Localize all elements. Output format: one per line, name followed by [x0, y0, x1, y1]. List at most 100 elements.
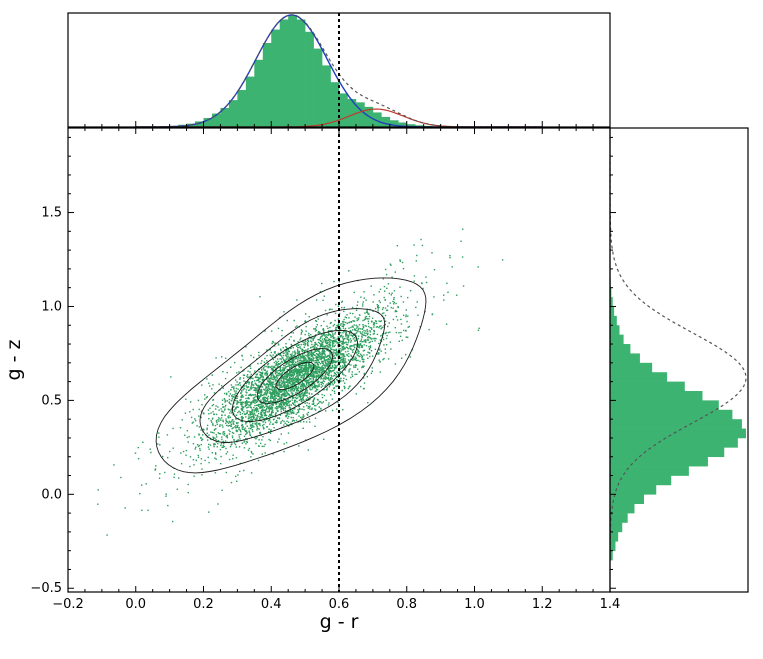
scatter-point — [335, 367, 337, 369]
scatter-point — [239, 470, 241, 473]
scatter-point — [228, 458, 231, 461]
scatter-point — [343, 387, 346, 390]
scatter-point — [267, 407, 270, 410]
scatter-point — [269, 432, 272, 434]
scatter-point — [265, 408, 268, 411]
scatter-point — [272, 404, 274, 406]
scatter-point — [339, 327, 341, 329]
scatter-point — [230, 384, 233, 386]
scatter-point — [367, 330, 369, 332]
scatter-point — [271, 340, 274, 343]
scatter-point — [295, 358, 297, 360]
scatter-point — [331, 364, 334, 367]
scatter-point — [258, 381, 260, 383]
scatter-point — [210, 431, 212, 433]
scatter-point — [433, 296, 435, 298]
scatter-point — [253, 413, 256, 415]
scatter-point — [273, 369, 275, 372]
scatter-point — [317, 386, 319, 388]
scatter-point — [275, 375, 278, 378]
scatter-point — [329, 380, 332, 383]
scatter-point — [314, 341, 317, 344]
scatter-point — [267, 395, 269, 397]
scatter-point — [229, 412, 231, 414]
scatter-point — [310, 352, 312, 354]
scatter-point — [281, 391, 283, 393]
scatter-point — [285, 358, 287, 360]
scatter-point — [290, 422, 292, 425]
scatter-point — [241, 420, 243, 423]
scatter-point — [342, 360, 344, 362]
scatter-point — [233, 396, 235, 398]
scatter-point — [337, 305, 340, 307]
scatter-point — [217, 440, 220, 442]
scatter-point — [298, 383, 300, 385]
scatter-point — [186, 436, 189, 439]
scatter-point — [256, 373, 259, 375]
scatter-point — [320, 373, 323, 375]
scatter-point — [279, 366, 281, 368]
scatter-point — [358, 351, 360, 353]
scatter-point — [290, 354, 293, 356]
scatter-point — [220, 462, 222, 465]
scatter-point — [397, 306, 399, 309]
scatter-point — [294, 400, 296, 402]
scatter-point — [386, 309, 389, 311]
scatter-point — [262, 410, 264, 412]
scatter-point — [421, 282, 423, 285]
scatter-point — [349, 345, 351, 348]
scatter-point — [351, 373, 353, 376]
scatter-point — [215, 413, 218, 416]
scatter-point — [360, 345, 363, 347]
scatter-point — [259, 406, 261, 408]
scatter-point — [344, 369, 346, 371]
scatter-point — [281, 382, 283, 384]
scatter-point — [367, 322, 370, 325]
scatter-point — [324, 362, 327, 364]
scatter-point — [286, 377, 288, 379]
scatter-point — [367, 351, 369, 353]
scatter-point — [190, 416, 193, 419]
scatter-point — [272, 381, 275, 383]
scatter-point — [255, 424, 258, 426]
scatter-point — [425, 281, 428, 284]
scatter-point — [274, 372, 277, 374]
scatter-point — [246, 375, 248, 377]
top-hist-bar — [355, 102, 365, 127]
scatter-point — [309, 373, 311, 376]
scatter-point — [288, 356, 290, 358]
scatter-point — [260, 411, 262, 414]
scatter-point — [286, 319, 288, 322]
scatter-point — [303, 392, 305, 394]
scatter-point — [300, 368, 303, 371]
scatter-point — [275, 391, 277, 393]
scatter-point — [242, 426, 244, 428]
scatter-point — [283, 367, 285, 370]
scatter-point — [342, 380, 344, 382]
scatter-point — [248, 401, 251, 403]
scatter-point — [341, 356, 343, 358]
scatter-point — [371, 355, 374, 357]
scatter-point — [304, 344, 306, 346]
scatter-point — [249, 411, 251, 414]
scatter-point — [394, 271, 396, 273]
right-hist-bar — [610, 287, 612, 298]
scatter-point — [257, 386, 260, 389]
scatter-point — [179, 427, 182, 429]
scatter-point — [292, 408, 294, 410]
scatter-point — [206, 428, 208, 431]
scatter-point — [212, 436, 214, 438]
scatter-point — [356, 327, 358, 329]
scatter-point — [247, 376, 249, 379]
scatter-point — [359, 360, 361, 362]
scatter-point — [270, 429, 272, 431]
scatter-point — [266, 370, 268, 372]
scatter-point — [256, 384, 258, 386]
scatter-point — [233, 423, 235, 425]
scatter-point — [279, 389, 282, 392]
scatter-point — [286, 372, 288, 375]
scatter-point — [363, 330, 365, 332]
scatter-point — [300, 361, 302, 363]
scatter-point — [235, 414, 238, 416]
scatter-point — [261, 386, 264, 388]
